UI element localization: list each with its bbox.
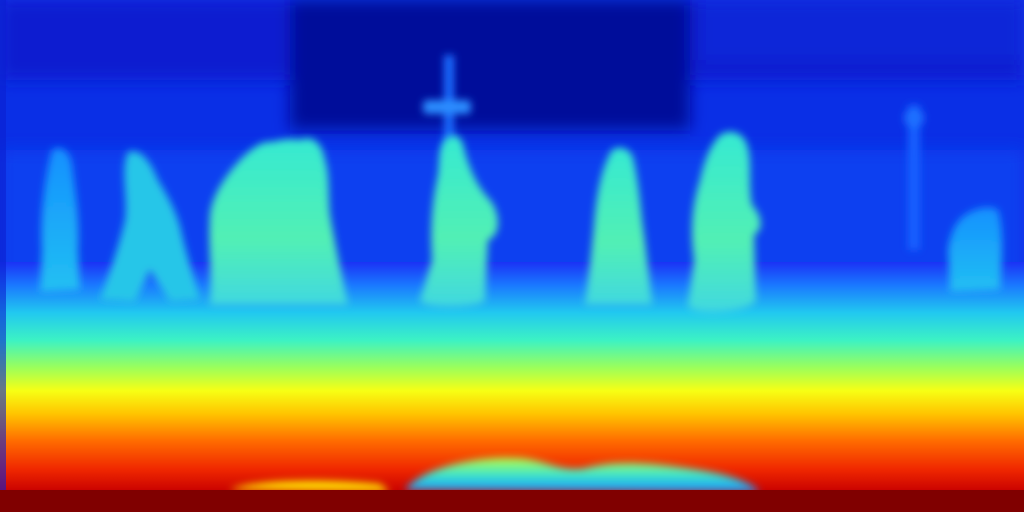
pedestrian-far-right [948,207,1002,292]
pole-right [908,105,920,250]
bottom-edge-band [0,490,1024,512]
pedestrian-right [688,131,761,313]
pedestrian-group-center-left [209,138,348,305]
foreground-object [230,457,760,492]
signpost-center [444,55,454,195]
left-edge-band [0,0,6,490]
ground-plane [0,262,1024,492]
pedestrian-left-walking [100,151,200,302]
pedestrian-center-right [585,147,652,305]
pedestrian-center [420,135,498,307]
pedestrian-far-left [40,148,80,292]
